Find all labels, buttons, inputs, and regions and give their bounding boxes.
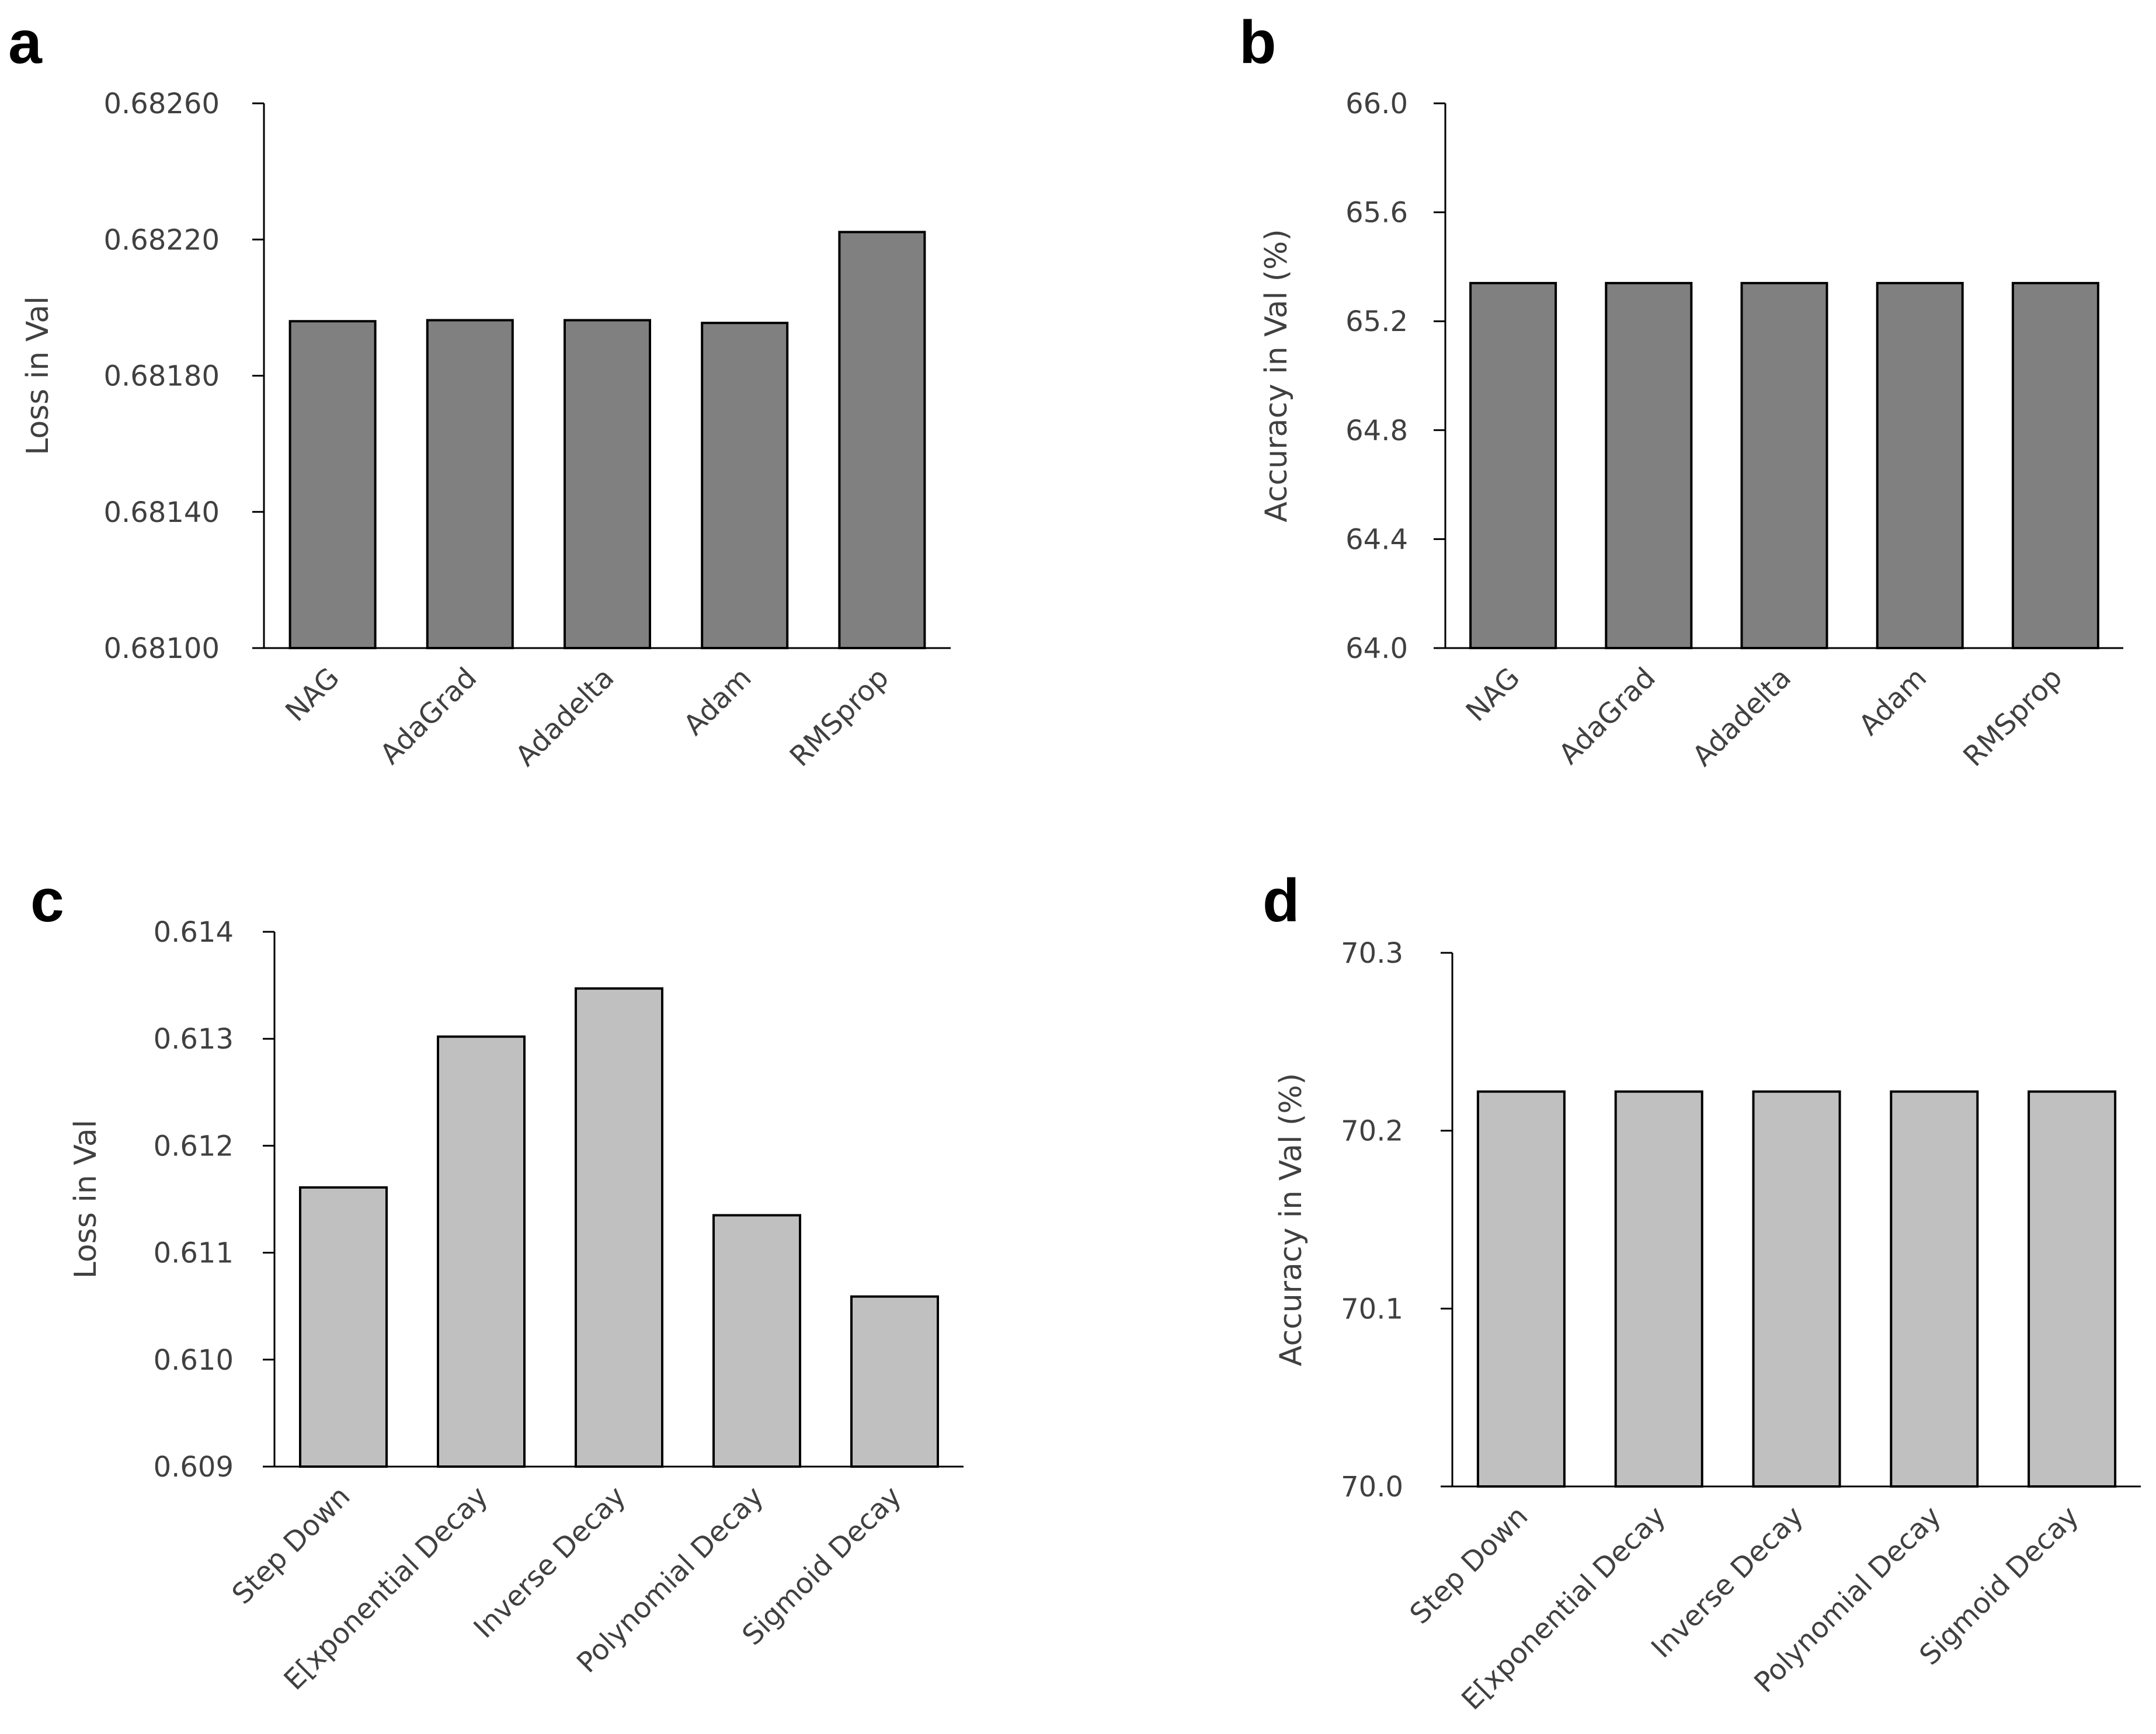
bar-sigmoid-decay [850,1295,939,1468]
y-tick-label: 65.6 [1345,197,1408,229]
bar-adam [701,322,789,649]
y-axis-title: Accuracy in Val (%) [1274,1073,1309,1366]
y-tick-label: 0.613 [154,1023,234,1056]
bar-inverse-decay [575,987,663,1468]
chart-a: 0.68100 0.68140 0.68180 0.68220 0.68260 NAG Ad… [20,88,951,773]
x-tick-label: Step Down [226,1480,357,1611]
bar-polynomial-decay [1890,1090,1979,1488]
bar-adagrad [1605,281,1693,649]
x-tick-label: Step Down [1404,1500,1535,1631]
y-tick-label: 66.0 [1345,88,1408,120]
panel-label-a: a [8,9,43,76]
y-tick-label: 64.8 [1345,415,1408,447]
y-tick-label: 0.609 [154,1451,234,1484]
x-tick-label: NAG [1460,661,1526,728]
bar-inverse-decay [1752,1090,1841,1488]
y-tick-label: 0.68140 [104,496,220,529]
x-tick-label: NAG [279,661,346,728]
bar-nag [1469,281,1557,649]
y-tick-label: 0.68220 [104,224,220,256]
y-tick-label: 70.2 [1341,1115,1403,1148]
bar-rmsprop [2011,281,2099,649]
bar-e-xponential-decay [1614,1090,1703,1488]
y-tick-label: 65.2 [1345,305,1408,338]
bar-adagrad [426,319,514,649]
bar-adadelta [564,319,651,649]
y-tick-label: 0.612 [154,1130,234,1162]
y-tick-label: 0.614 [154,916,234,949]
panel-label-d: d [1263,867,1300,935]
chart-b: 64.0 64.4 64.8 65.2 65.6 66.0 NAG AdaGrad Adadel… [1259,88,2123,773]
x-tick-label: RMSprop [784,661,895,773]
x-tick-label: Adadelta [1686,661,1797,773]
y-tick-label: 0.611 [154,1237,234,1270]
x-tick-label: Adam [1853,661,1934,742]
panel-label-c: c [30,867,64,935]
x-tick-label: Adam [677,661,758,742]
y-tick-label: 64.0 [1345,632,1408,665]
x-tick-label: AdaGrad [1553,661,1662,771]
y-tick-label: 70.3 [1341,937,1403,970]
y-tick-label: 0.68260 [104,88,220,120]
bar-step-down [1476,1090,1566,1488]
y-tick-label: 70.0 [1341,1471,1403,1503]
bar-step-down [299,1186,388,1468]
bar-nag [288,320,377,649]
bar-sigmoid-decay [2028,1090,2117,1488]
y-axis-title: Loss in Val [68,1120,103,1279]
bar-rmsprop [838,231,926,649]
x-tick-label: AdaGrad [374,661,483,771]
bar-adam [1876,281,1964,649]
x-tick-label: RMSprop [1957,661,2068,773]
y-tick-label: 0.610 [154,1344,234,1377]
y-tick-label: 70.1 [1341,1293,1403,1325]
x-tick-label: Adadelta [509,661,621,773]
y-tick-label: 64.4 [1345,523,1408,556]
bar-polynomial-decay [712,1214,801,1468]
y-tick-label: 0.68180 [104,360,220,393]
bar-adadelta [1740,281,1828,649]
y-axis-title: Loss in Val [20,296,55,455]
panel-label-b: b [1239,9,1277,76]
bar-e-xponential-decay [437,1035,526,1468]
y-tick-label: 0.68100 [104,632,220,665]
y-axis-title: Accuracy in Val (%) [1259,229,1294,522]
